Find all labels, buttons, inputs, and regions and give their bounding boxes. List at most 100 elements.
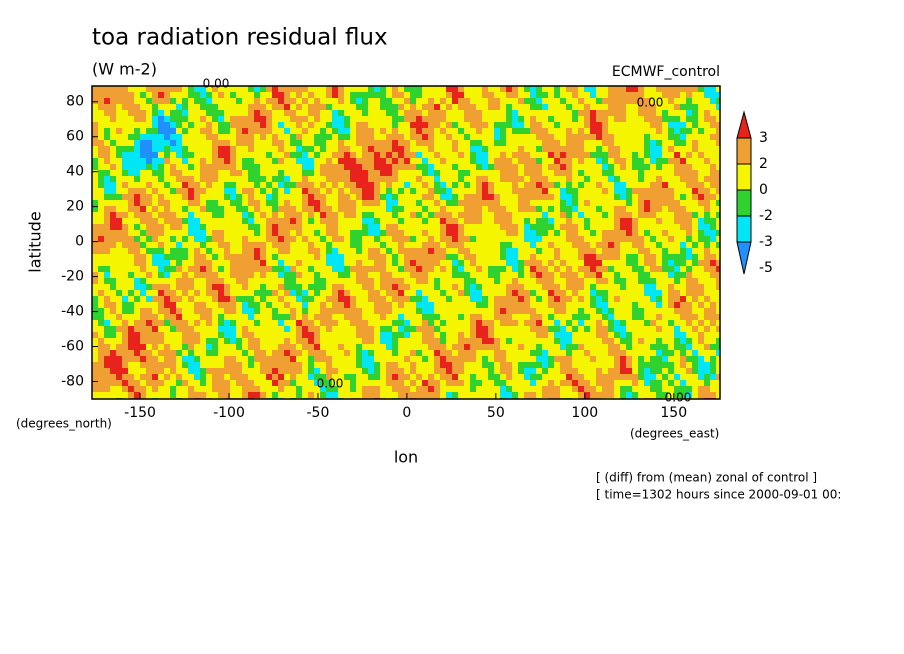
field-cell	[638, 356, 644, 362]
field-cell	[518, 236, 524, 242]
field-cell	[548, 188, 554, 194]
field-cell	[200, 116, 206, 122]
field-cell	[410, 248, 416, 254]
field-cell	[254, 86, 260, 92]
field-cell	[152, 362, 158, 368]
field-cell	[170, 212, 176, 218]
field-cell	[518, 212, 524, 218]
field-cell	[266, 224, 272, 230]
field-cell	[500, 92, 506, 98]
field-cell	[482, 200, 488, 206]
field-cell	[470, 122, 476, 128]
field-cell	[230, 218, 236, 224]
field-cell	[104, 302, 110, 308]
field-cell	[338, 302, 344, 308]
field-cell	[254, 326, 260, 332]
field-cell	[614, 206, 620, 212]
field-cell	[416, 320, 422, 326]
field-cell	[548, 170, 554, 176]
field-cell	[470, 278, 476, 284]
field-cell	[326, 344, 332, 350]
field-cell	[296, 266, 302, 272]
field-cell	[470, 212, 476, 218]
field-cell	[614, 368, 620, 374]
field-cell	[632, 140, 638, 146]
field-cell	[440, 128, 446, 134]
field-cell	[476, 266, 482, 272]
field-cell	[260, 212, 266, 218]
field-cell	[620, 194, 626, 200]
field-cell	[422, 320, 428, 326]
field-cell	[596, 122, 602, 128]
field-cell	[218, 128, 224, 134]
field-cell	[482, 236, 488, 242]
field-cell	[188, 182, 194, 188]
field-cell	[278, 242, 284, 248]
field-cell	[458, 230, 464, 236]
field-cell	[338, 350, 344, 356]
field-cell	[446, 362, 452, 368]
field-cell	[92, 314, 98, 320]
field-cell	[650, 86, 656, 92]
field-cell	[632, 362, 638, 368]
field-cell	[398, 290, 404, 296]
field-cell	[536, 320, 542, 326]
field-cell	[374, 362, 380, 368]
field-cell	[392, 128, 398, 134]
field-cell	[608, 242, 614, 248]
field-cell	[644, 344, 650, 350]
field-cell	[164, 200, 170, 206]
field-cell	[590, 194, 596, 200]
field-cell	[650, 176, 656, 182]
field-cell	[284, 200, 290, 206]
field-cell	[308, 326, 314, 332]
field-cell	[314, 98, 320, 104]
field-cell	[338, 116, 344, 122]
field-cell	[308, 368, 314, 374]
field-cell	[116, 290, 122, 296]
field-cell	[632, 188, 638, 194]
field-cell	[494, 290, 500, 296]
field-cell	[164, 242, 170, 248]
field-cell	[638, 308, 644, 314]
field-cell	[644, 182, 650, 188]
field-cell	[368, 308, 374, 314]
field-cell	[500, 332, 506, 338]
field-cell	[572, 266, 578, 272]
field-cell	[584, 338, 590, 344]
field-cell	[248, 344, 254, 350]
field-cell	[596, 158, 602, 164]
field-cell	[470, 236, 476, 242]
field-cell	[386, 146, 392, 152]
field-cell	[134, 266, 140, 272]
field-cell	[350, 272, 356, 278]
field-cell	[188, 362, 194, 368]
field-cell	[332, 140, 338, 146]
field-cell	[476, 302, 482, 308]
field-cell	[218, 332, 224, 338]
field-cell	[488, 128, 494, 134]
field-cell	[644, 266, 650, 272]
field-cell	[128, 374, 134, 380]
field-cell	[566, 308, 572, 314]
field-cell	[116, 212, 122, 218]
field-cell	[416, 350, 422, 356]
field-cell	[578, 374, 584, 380]
field-cell	[284, 386, 290, 392]
field-cell	[254, 146, 260, 152]
field-cell	[446, 146, 452, 152]
field-cell	[314, 368, 320, 374]
field-cell	[572, 320, 578, 326]
field-cell	[140, 368, 146, 374]
field-cell	[524, 350, 530, 356]
field-cell	[602, 218, 608, 224]
field-cell	[596, 278, 602, 284]
field-cell	[470, 254, 476, 260]
field-cell	[338, 386, 344, 392]
field-cell	[614, 332, 620, 338]
field-cell	[284, 206, 290, 212]
field-cell	[416, 392, 422, 398]
field-cell	[248, 266, 254, 272]
field-cell	[398, 236, 404, 242]
field-cell	[332, 146, 338, 152]
